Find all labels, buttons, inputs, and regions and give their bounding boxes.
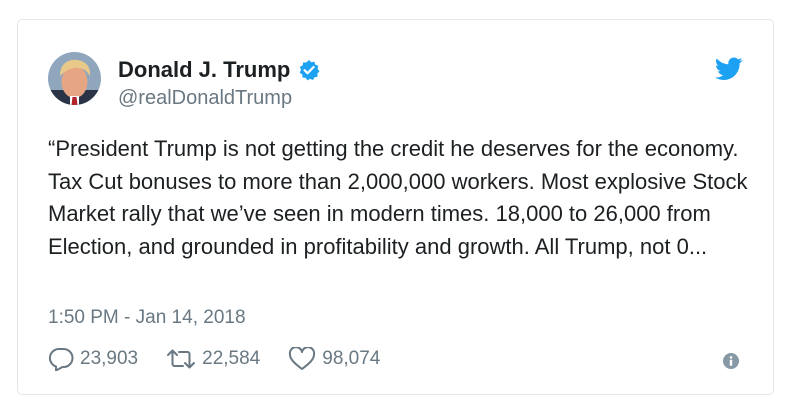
tweet-timestamp[interactable]: 1:50 PM - Jan 14, 2018 bbox=[48, 307, 246, 328]
reply-bubble-icon bbox=[49, 348, 74, 371]
heart-icon bbox=[289, 347, 316, 370]
info-icon[interactable] bbox=[723, 353, 739, 369]
display-name[interactable]: Donald J. Trump bbox=[118, 57, 291, 82]
tweet-actions: 23,903 22,584 98,074 bbox=[48, 344, 408, 374]
like-count: 98,074 bbox=[322, 348, 381, 369]
reply-count: 23,903 bbox=[80, 348, 139, 369]
avatar[interactable] bbox=[48, 52, 101, 105]
retweet-arrows-icon bbox=[167, 349, 196, 369]
like-button[interactable]: 98,074 bbox=[288, 347, 380, 371]
tweet-text: “President Trump is not getting the cred… bbox=[48, 136, 748, 259]
author-name-row: Donald J. Trump bbox=[118, 57, 320, 83]
retweet-count: 22,584 bbox=[202, 348, 261, 369]
retweet-button[interactable]: 22,584 bbox=[166, 347, 260, 371]
tweet-card[interactable]: Donald J. Trump @realDonaldTrump “Presid… bbox=[17, 19, 774, 395]
reply-button[interactable]: 23,903 bbox=[48, 347, 138, 371]
twitter-bird-icon[interactable] bbox=[715, 57, 743, 81]
verified-badge-icon bbox=[298, 59, 320, 81]
avatar-image bbox=[48, 52, 101, 105]
author-handle[interactable]: @realDonaldTrump bbox=[118, 87, 293, 109]
